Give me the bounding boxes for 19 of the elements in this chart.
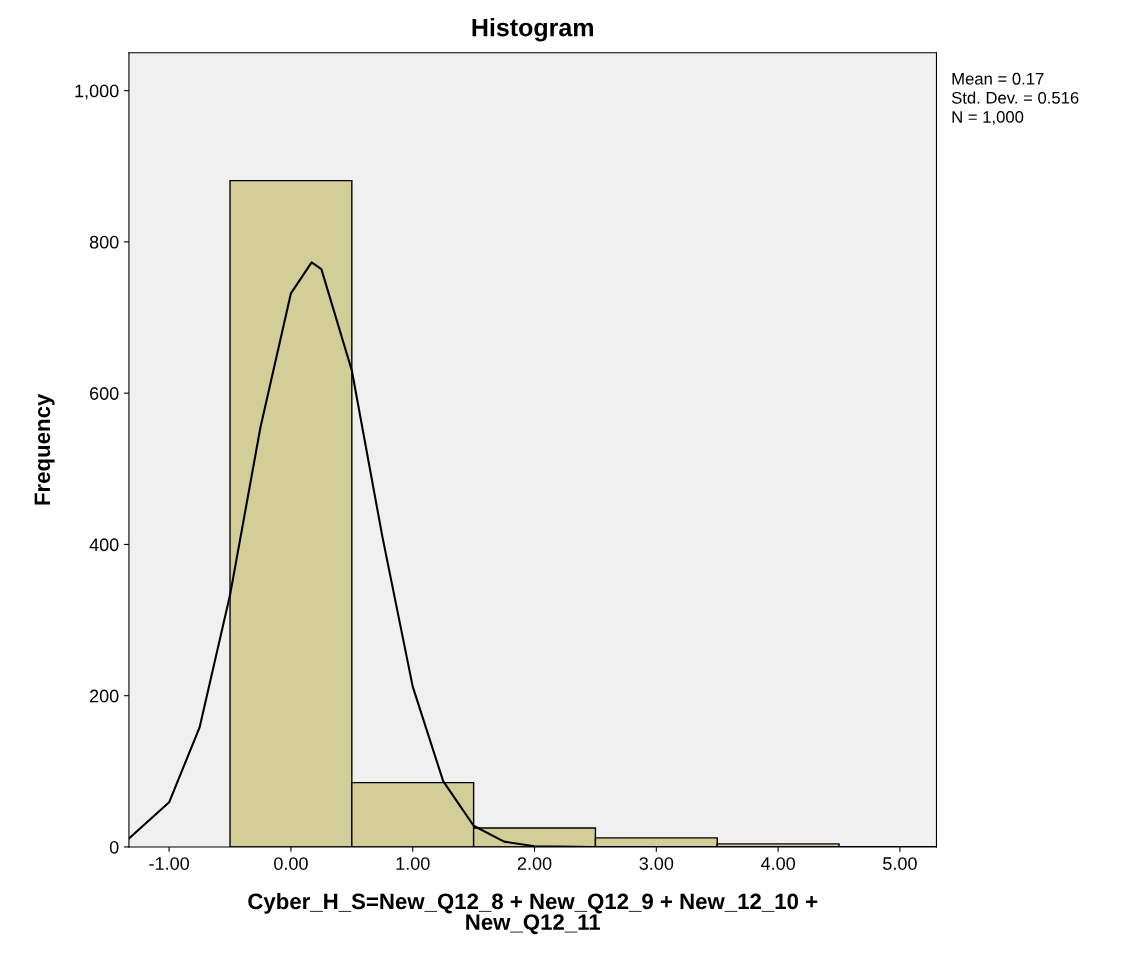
x-tick-label: 1.00: [396, 857, 430, 870]
y-tick-label: 0: [109, 840, 119, 854]
y-tick-label: 400: [89, 538, 119, 552]
y-tick-label: 200: [90, 689, 119, 703]
y-tick-label: 800: [89, 235, 119, 249]
text: Mean = 0.17: [952, 72, 1044, 85]
text: Std. Dev. = 0.516: [951, 91, 1079, 104]
x-tick-label: -1.00: [149, 857, 189, 870]
x-axis-title: Cyber_H_S=New_Q12_8 + New_Q12_9 + New_12_10 + New_Q12_11: [248, 892, 818, 935]
y-axis-title: Frequency: [34, 393, 55, 505]
y-tick-label: 600: [90, 387, 119, 400]
text: N = 1,000: [952, 111, 1024, 125]
x-tick-label: 3.00: [639, 857, 674, 870]
chart-title: Histogram: [472, 18, 593, 42]
y-tick-label: 1,000: [75, 84, 119, 100]
x-tick-label: 5.00: [883, 857, 917, 870]
x-tick-label: 2.00: [517, 857, 552, 870]
x-tick-label: 0.00: [274, 857, 308, 870]
x-tick-label: 4.00: [760, 857, 795, 870]
